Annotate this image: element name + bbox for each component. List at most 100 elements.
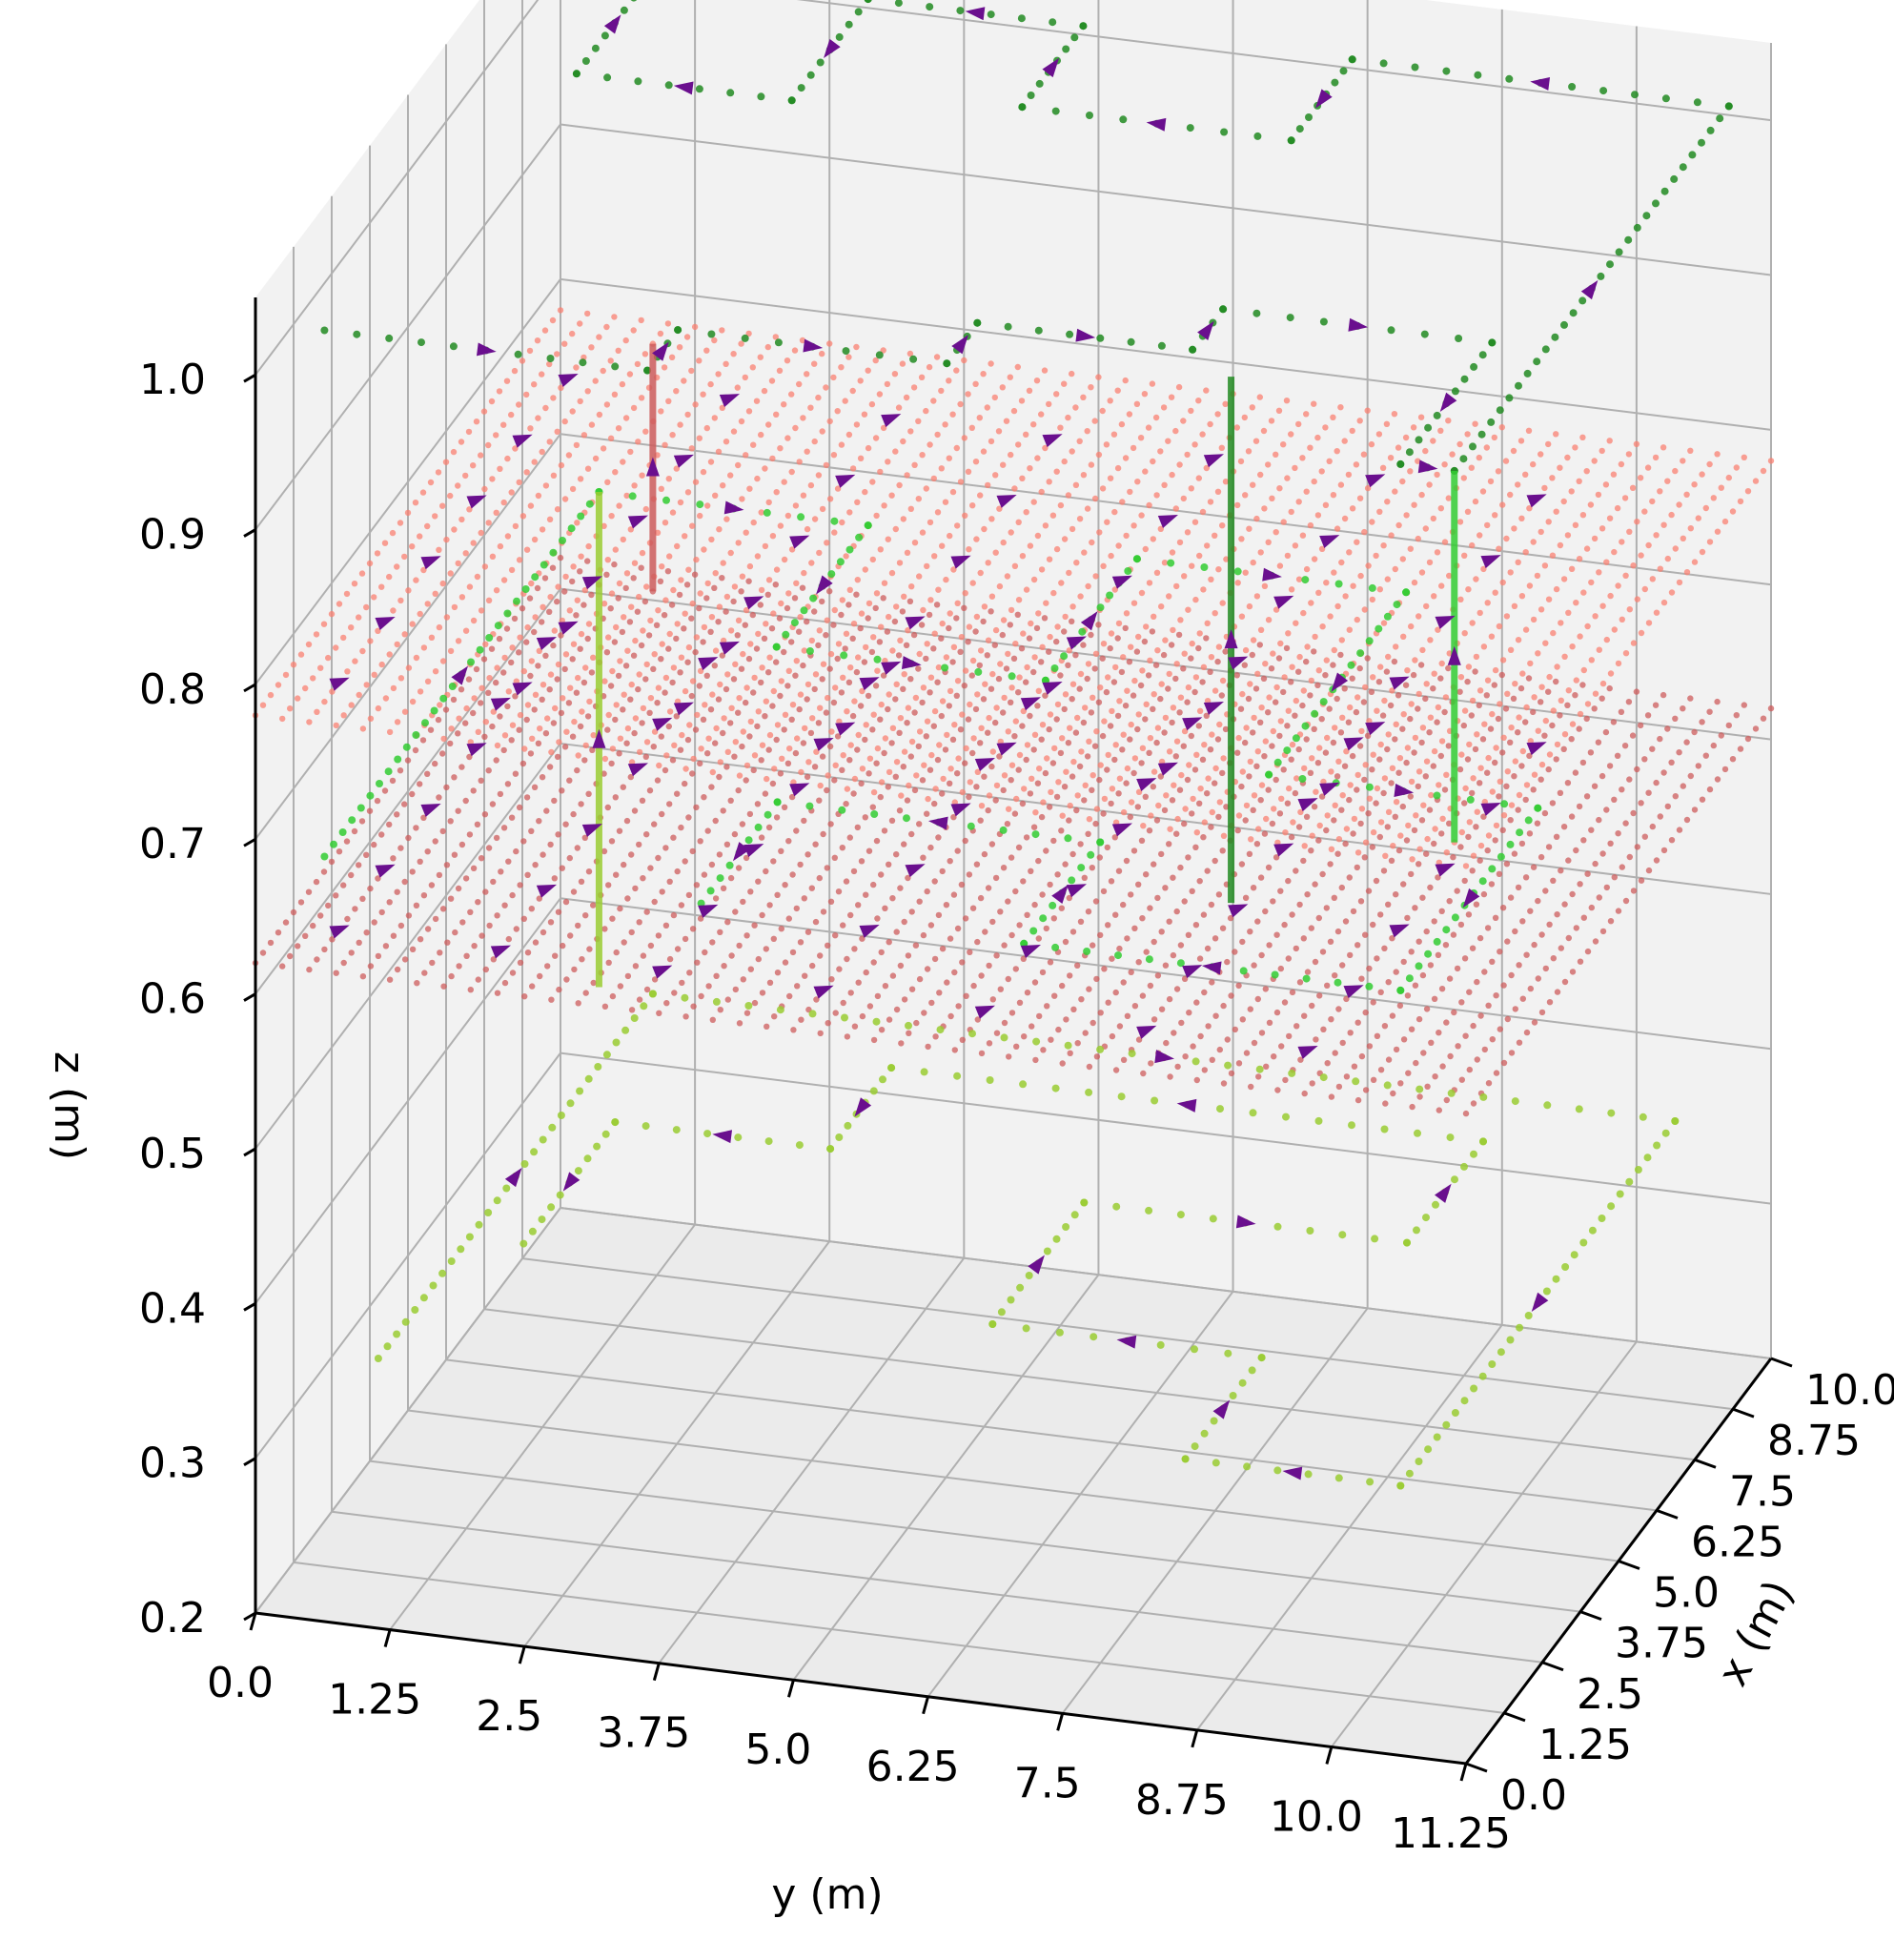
surface-point bbox=[1356, 495, 1364, 501]
path-point bbox=[1070, 1211, 1079, 1219]
surface-point bbox=[439, 906, 447, 912]
surface-point bbox=[688, 615, 695, 622]
surface-point bbox=[1110, 679, 1118, 685]
surface-point bbox=[1389, 935, 1395, 942]
path-point bbox=[476, 645, 484, 654]
surface-point bbox=[626, 371, 634, 378]
z-tick bbox=[243, 1457, 256, 1466]
gridline bbox=[255, 433, 561, 840]
surface-point bbox=[546, 764, 554, 770]
surface-point bbox=[949, 488, 957, 496]
surface-point bbox=[1095, 699, 1103, 705]
surface-point bbox=[927, 597, 934, 603]
surface-point bbox=[401, 708, 409, 715]
surface-point bbox=[509, 644, 516, 651]
path-point bbox=[401, 1317, 410, 1326]
surface-point bbox=[985, 885, 992, 891]
surface-point bbox=[662, 520, 669, 526]
path-point bbox=[741, 334, 749, 342]
surface-point bbox=[409, 543, 416, 550]
surface-point bbox=[678, 654, 685, 661]
surface-point bbox=[927, 441, 933, 448]
path-point bbox=[830, 517, 839, 525]
gridline bbox=[255, 1207, 561, 1614]
surface-point bbox=[275, 929, 282, 936]
surface-point bbox=[1237, 458, 1245, 465]
surface-point bbox=[785, 667, 792, 674]
surface-point bbox=[846, 509, 853, 516]
surface-point bbox=[785, 838, 792, 845]
surface-point bbox=[1115, 542, 1122, 549]
surface-point bbox=[1105, 674, 1111, 681]
path-point bbox=[1112, 1202, 1121, 1211]
surface-point bbox=[870, 788, 878, 796]
surface-point bbox=[1285, 877, 1292, 885]
surface-point bbox=[436, 794, 442, 801]
z-tick bbox=[243, 683, 256, 693]
surface-point bbox=[1012, 641, 1019, 647]
surface-point bbox=[999, 384, 1007, 391]
surface-point bbox=[616, 580, 623, 587]
surface-point bbox=[791, 595, 799, 602]
surface-point bbox=[1676, 827, 1683, 833]
surface-point bbox=[458, 764, 465, 770]
surface-point bbox=[1456, 688, 1463, 695]
surface-point bbox=[1431, 840, 1437, 847]
surface-point bbox=[1293, 620, 1299, 626]
surface-point bbox=[1088, 384, 1094, 391]
surface-point bbox=[1092, 898, 1100, 905]
surface-point bbox=[916, 573, 923, 580]
surface-point bbox=[607, 605, 614, 612]
surface-point bbox=[1093, 728, 1100, 735]
surface-point bbox=[413, 654, 420, 662]
surface-point bbox=[1392, 736, 1398, 743]
surface-point bbox=[1485, 754, 1492, 762]
surface-point bbox=[770, 935, 777, 942]
surface-point bbox=[866, 600, 873, 607]
surface-point bbox=[558, 632, 564, 639]
surface-point bbox=[973, 613, 981, 621]
surface-point bbox=[1541, 809, 1549, 817]
surface-point bbox=[1441, 539, 1449, 545]
surface-point bbox=[1516, 962, 1522, 969]
surface-point bbox=[736, 695, 743, 702]
surface-point bbox=[668, 602, 676, 608]
surface-point bbox=[771, 1013, 778, 1020]
surface-point bbox=[389, 529, 397, 537]
surface-point bbox=[1133, 400, 1141, 407]
surface-point bbox=[807, 729, 815, 737]
surface-point bbox=[863, 722, 869, 728]
surface-point bbox=[992, 472, 999, 479]
surface-point bbox=[918, 622, 926, 628]
surface-arrow bbox=[698, 657, 719, 671]
surface-point bbox=[1059, 735, 1066, 742]
surface-point bbox=[424, 926, 432, 932]
surface-point bbox=[1516, 1039, 1523, 1046]
surface-point bbox=[1599, 680, 1607, 687]
surface-point bbox=[378, 909, 385, 916]
surface-point bbox=[878, 623, 885, 630]
surface-point bbox=[1583, 468, 1590, 475]
surface-point bbox=[831, 606, 838, 614]
surface-point bbox=[1311, 400, 1317, 407]
surface-point bbox=[1626, 528, 1633, 535]
surface-point bbox=[621, 861, 627, 868]
surface-point bbox=[763, 698, 769, 704]
surface-point bbox=[432, 760, 438, 767]
surface-point bbox=[826, 588, 833, 595]
surface-point bbox=[1059, 812, 1066, 819]
surface-point bbox=[1388, 780, 1395, 786]
surface-point bbox=[1172, 753, 1180, 760]
surface-point bbox=[851, 775, 859, 783]
surface-point bbox=[1691, 559, 1699, 565]
surface-point bbox=[862, 566, 868, 573]
surface-point bbox=[585, 621, 593, 627]
surface-point bbox=[813, 996, 820, 1003]
surface-point bbox=[642, 428, 649, 435]
surface-point bbox=[1683, 739, 1690, 745]
surface-point bbox=[1591, 535, 1599, 542]
surface-point bbox=[721, 963, 727, 970]
surface-point bbox=[838, 611, 845, 619]
surface-point bbox=[904, 472, 910, 479]
surface-point bbox=[711, 584, 718, 591]
